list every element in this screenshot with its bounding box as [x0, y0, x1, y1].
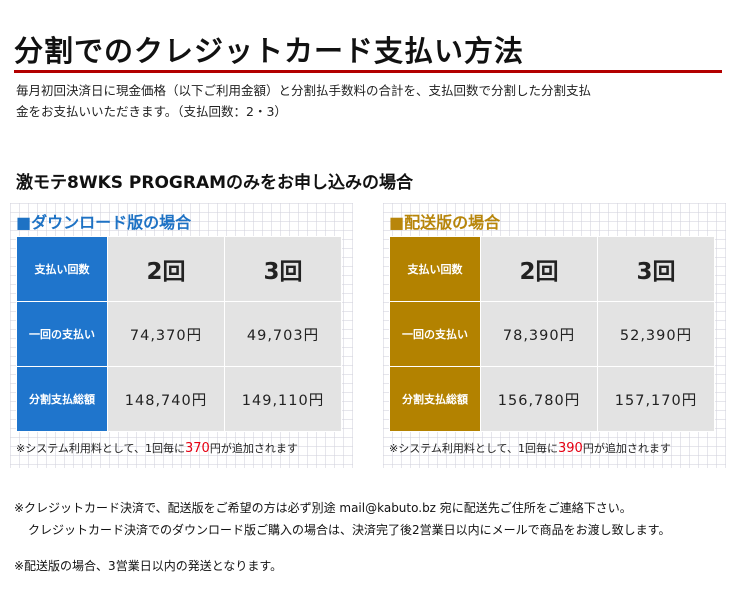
download-heading: ■ダウンロード版の場合 [16, 209, 191, 233]
note-prefix: ※システム利用料として、1回毎に [389, 442, 558, 455]
col-header-2-payments: 2回 [481, 237, 598, 302]
table-row: 支払い回数 2回 3回 [17, 237, 342, 302]
row-label-payment-count: 支払い回数 [390, 237, 481, 302]
total-3: 149,110円 [225, 367, 342, 432]
note-suffix: 円が追加されます [583, 442, 671, 455]
footer-spacer [14, 541, 670, 555]
row-label-per-payment: 一回の支払い [17, 302, 108, 367]
row-label-payment-count: 支払い回数 [17, 237, 108, 302]
row-label-per-payment: 一回の支払い [390, 302, 481, 367]
per-payment-2: 78,390円 [481, 302, 598, 367]
per-payment-3: 49,703円 [225, 302, 342, 367]
intro-line-2: 金をお支払いいただきます。（支払回数：2・3） [16, 101, 696, 122]
total-2: 156,780円 [481, 367, 598, 432]
footer-notes: ※クレジットカード決済で、配送版をご希望の方は必ず別途 mail@kabuto.… [14, 497, 670, 577]
footer-note-3: ※配送版の場合、3営業日以内の発送となります。 [14, 555, 670, 577]
fee-amount: 370 [185, 441, 210, 456]
delivery-payment-table: 支払い回数 2回 3回 一回の支払い 78,390円 52,390円 分割支払総… [389, 236, 715, 432]
total-3: 157,170円 [598, 367, 715, 432]
delivery-heading: ■配送版の場合 [389, 209, 500, 233]
note-prefix: ※システム利用料として、1回毎に [16, 442, 185, 455]
page-title: 分割でのクレジットカード支払い方法 [14, 28, 524, 70]
total-2: 148,740円 [108, 367, 225, 432]
col-header-2-payments: 2回 [108, 237, 225, 302]
section-title: 激モテ8WKS PROGRAMのみをお申し込みの場合 [16, 168, 413, 193]
row-label-total: 分割支払総額 [390, 367, 481, 432]
per-payment-2: 74,370円 [108, 302, 225, 367]
table-row: 支払い回数 2回 3回 [390, 237, 715, 302]
delivery-fee-note: ※システム利用料として、1回毎に390円が追加されます [389, 440, 671, 456]
download-panel: ■ダウンロード版の場合 支払い回数 2回 3回 一回の支払い 74,370円 4… [10, 203, 353, 468]
table-row: 分割支払総額 148,740円 149,110円 [17, 367, 342, 432]
fee-amount: 390 [558, 441, 583, 456]
download-payment-table: 支払い回数 2回 3回 一回の支払い 74,370円 49,703円 分割支払総… [16, 236, 342, 432]
table-row: 分割支払総額 156,780円 157,170円 [390, 367, 715, 432]
row-label-total: 分割支払総額 [17, 367, 108, 432]
table-row: 一回の支払い 74,370円 49,703円 [17, 302, 342, 367]
footer-note-2: クレジットカード決済でのダウンロード版ご購入の場合は、決済完了後2営業日以内にメ… [14, 519, 670, 541]
delivery-panel: ■配送版の場合 支払い回数 2回 3回 一回の支払い 78,390円 52,39… [383, 203, 726, 468]
download-fee-note: ※システム利用料として、1回毎に370円が追加されます [16, 440, 298, 456]
intro-text: 毎月初回決済日に現金価格（以下ご利用金額）と分割払手数料の合計を、支払回数で分割… [16, 80, 696, 122]
title-underline [14, 70, 722, 73]
intro-line-1: 毎月初回決済日に現金価格（以下ご利用金額）と分割払手数料の合計を、支払回数で分割… [16, 80, 696, 101]
col-header-3-payments: 3回 [225, 237, 342, 302]
note-suffix: 円が追加されます [210, 442, 298, 455]
col-header-3-payments: 3回 [598, 237, 715, 302]
footer-note-1: ※クレジットカード決済で、配送版をご希望の方は必ず別途 mail@kabuto.… [14, 497, 670, 519]
table-row: 一回の支払い 78,390円 52,390円 [390, 302, 715, 367]
per-payment-3: 52,390円 [598, 302, 715, 367]
